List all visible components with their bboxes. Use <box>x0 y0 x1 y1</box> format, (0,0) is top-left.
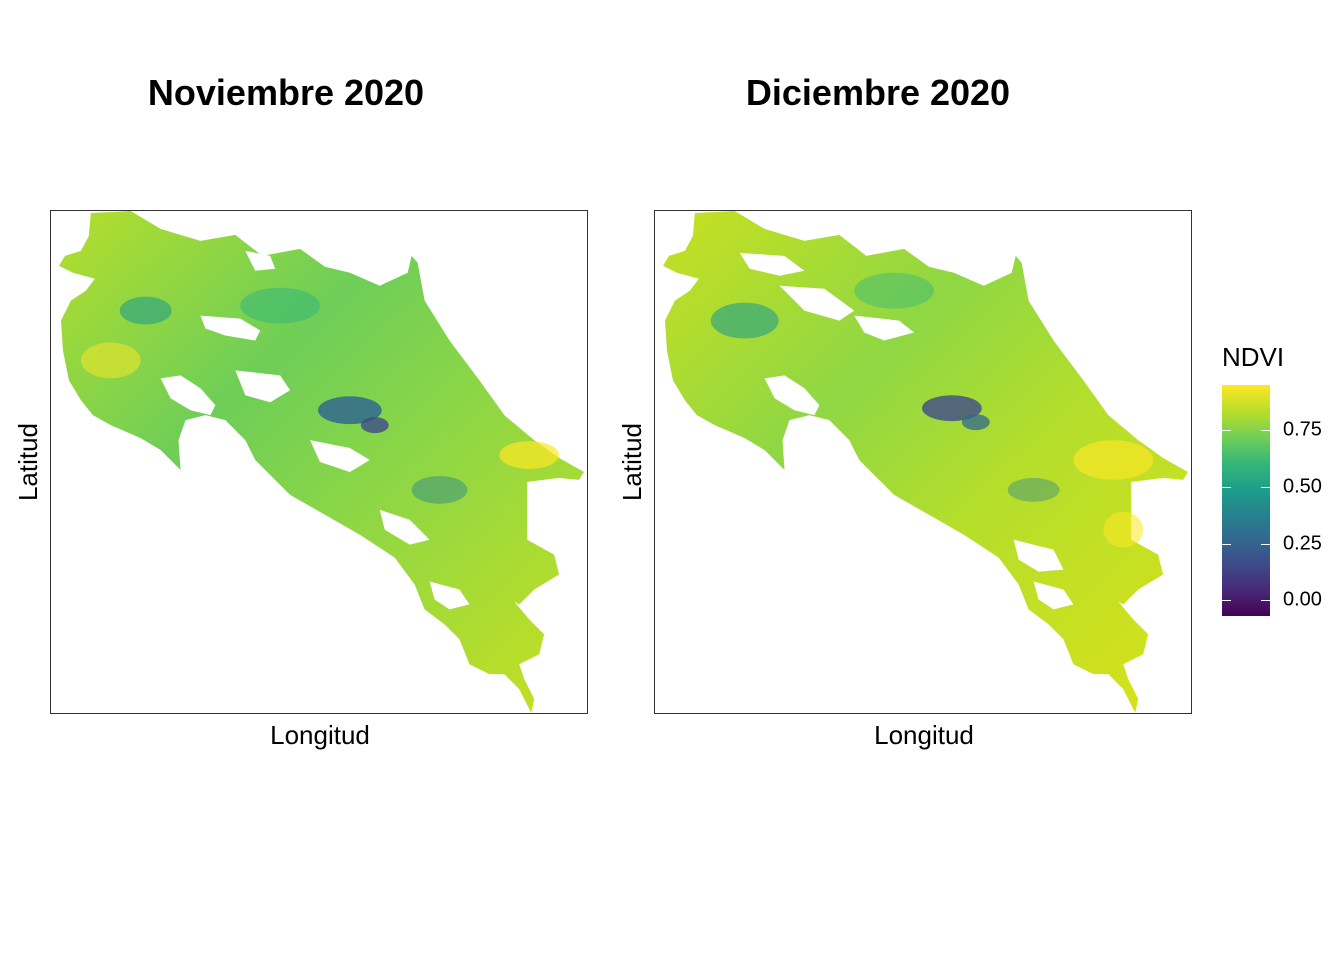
panel-title-december: Diciembre 2020 <box>745 72 1011 113</box>
x-axis-label-december: Longitud <box>874 720 974 750</box>
low-ndvi-zone <box>318 396 382 425</box>
panel-title-november: Noviembre 2020 <box>147 72 425 113</box>
legend-colorbar <box>1222 385 1270 616</box>
cloud-gap <box>200 315 261 341</box>
cloud-gap <box>245 250 276 271</box>
cloud-gap <box>1013 539 1064 572</box>
ndvi-raster-december <box>662 211 1189 713</box>
nicoya-gulf-water <box>764 375 820 416</box>
cloud-gap <box>379 509 430 545</box>
mid-ndvi-zone <box>411 475 468 504</box>
high-ndvi-zone <box>1073 440 1154 480</box>
legend-tick-label: 0.00 <box>1283 588 1322 611</box>
cloud-gap <box>779 285 855 321</box>
cloud-gap <box>1033 581 1074 610</box>
map-panel-december <box>654 210 1192 714</box>
nicoya-gulf-water <box>160 375 216 416</box>
costa-rica-landmass <box>662 211 1189 713</box>
cloud-gap <box>429 581 470 610</box>
mid-ndvi-zone <box>119 296 172 325</box>
legend-tick-label: 0.50 <box>1283 475 1322 498</box>
mid-ndvi-zone <box>710 302 779 339</box>
cloud-gap <box>854 315 915 341</box>
high-ndvi-zone <box>1103 511 1144 548</box>
cloud-gap <box>235 370 291 403</box>
low-ndvi-zone <box>922 395 982 422</box>
low-ndvi-zone <box>360 417 389 434</box>
high-ndvi-zone <box>80 342 141 379</box>
mid-ndvi-zone <box>854 272 934 309</box>
map-panel-november <box>50 210 588 714</box>
high-ndvi-zone <box>499 441 560 469</box>
legend-tick-label: 0.25 <box>1283 532 1322 555</box>
y-axis-label-december: Latitud <box>617 422 647 502</box>
legend-tick-label: 0.75 <box>1283 418 1322 441</box>
cloud-gap <box>310 440 370 472</box>
mid-ndvi-zone <box>1007 477 1060 502</box>
legend-title: NDVI <box>1222 342 1285 372</box>
ndvi-raster-november <box>58 211 585 713</box>
low-ndvi-zone <box>961 414 990 431</box>
x-axis-label-november: Longitud <box>270 720 370 750</box>
cloud-gap <box>739 252 805 276</box>
y-axis-label-november: Latitud <box>13 422 43 502</box>
mid-ndvi-zone <box>240 287 320 324</box>
